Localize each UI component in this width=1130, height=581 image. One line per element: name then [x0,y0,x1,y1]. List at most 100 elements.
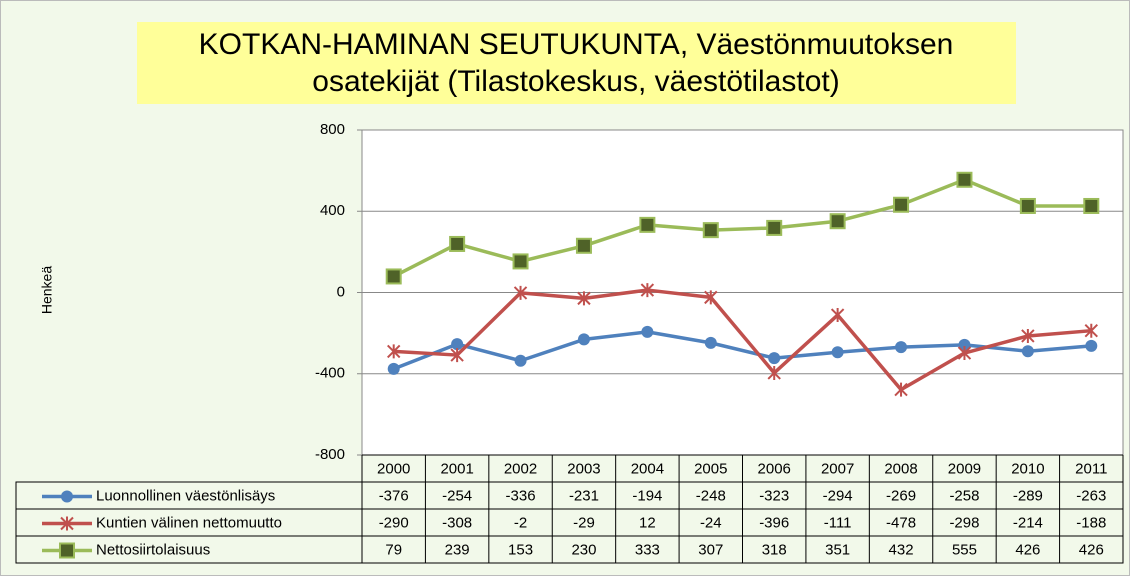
table-value: 79 [385,541,402,558]
table-value: -289 [1013,487,1043,504]
table-value: 426 [1079,541,1104,558]
table-value: -254 [442,487,472,504]
point [1019,197,1036,214]
legend-marker [61,490,73,503]
table-value: 333 [635,541,660,558]
point [514,354,527,367]
legend-label: Nettosiirtolaisuus [96,541,210,558]
series-line [393,330,1092,371]
point [449,235,466,252]
point [1083,197,1100,214]
legend-marker [60,516,74,531]
point [768,352,781,365]
table-value: -376 [379,487,409,504]
point [957,346,972,361]
table-value: 307 [698,541,723,558]
legend-label: Kuntien välinen nettomuutto [96,514,282,531]
point [893,196,910,213]
x-tick-label: 2009 [948,460,981,477]
table-value: -231 [569,487,599,504]
y-tick-label: 800 [320,121,345,138]
point [451,338,464,351]
table-value: -248 [696,487,726,504]
chart-title: osatekijät (Tilastokeskus, väestötilasto… [312,65,839,98]
point [894,382,908,397]
table-value: 318 [762,541,787,558]
x-tick-label: 2011 [1075,460,1107,477]
table-value: 351 [825,541,850,558]
table-value: -258 [949,487,979,504]
point [639,216,656,233]
point [830,308,845,323]
point [831,346,844,359]
table-value: 426 [1015,541,1040,558]
table-value: -24 [700,514,722,531]
y-axis-label: Henkeä [39,266,55,314]
point [640,283,655,298]
table-value: -269 [886,487,916,504]
x-tick-label: 2010 [1011,460,1044,477]
x-tick-label: 2005 [694,460,727,477]
x-tick-label: 2003 [567,460,600,477]
point [702,222,719,239]
title-box [137,22,1016,104]
x-tick-label: 2007 [821,460,854,477]
point [575,237,592,254]
x-tick-label: 2004 [631,460,664,477]
table-value: -298 [949,514,979,531]
point [956,171,973,188]
table-value: -478 [886,514,916,531]
x-tick-label: 2000 [377,460,410,477]
y-tick-label: -400 [315,365,345,382]
table-value: -194 [632,487,662,504]
point [641,325,654,338]
y-tick-label: 0 [337,283,345,300]
x-tick-label: 2008 [884,460,917,477]
table-value: -294 [823,487,853,504]
point [513,285,528,300]
point [1021,328,1035,343]
legend-label: Luonnollinen väestönlisäys [96,487,275,504]
series-line [392,178,1092,279]
table-value: 153 [508,541,533,558]
table-value: 230 [571,541,596,558]
point [829,213,846,230]
table-value: -263 [1076,487,1106,504]
point [767,365,781,380]
y-tick-label: 400 [320,202,345,219]
point [766,219,783,236]
table-value: -290 [379,514,409,531]
table-value: -29 [573,514,595,531]
point [704,336,717,349]
point [387,362,400,375]
point [895,341,908,354]
point [958,338,971,351]
x-tick-label: 2001 [440,460,473,477]
table-value: -308 [442,514,472,531]
table-value: -188 [1076,514,1106,531]
table-value: 555 [952,541,977,558]
point [512,253,529,270]
point [577,291,591,306]
point [387,344,401,359]
table-value: -323 [759,487,789,504]
table-value: -2 [514,514,527,531]
x-tick-label: 2002 [504,460,537,477]
table-value: -396 [759,514,789,531]
legend-marker [59,542,75,559]
y-tick-label: -800 [315,446,345,463]
point [1021,345,1034,358]
table-value: -214 [1013,514,1043,531]
point [1084,323,1098,338]
table-value: 432 [889,541,914,558]
point [450,348,464,363]
table-value: -336 [506,487,536,504]
series-line [393,288,1092,392]
table-value: 12 [639,514,656,531]
point [577,333,590,346]
x-tick-label: 2006 [758,460,791,477]
chart-title: KOTKAN-HAMINAN SEUTUKUNTA, Väestönmuutok… [199,28,954,61]
table-value: -111 [824,514,852,531]
point [385,268,402,285]
